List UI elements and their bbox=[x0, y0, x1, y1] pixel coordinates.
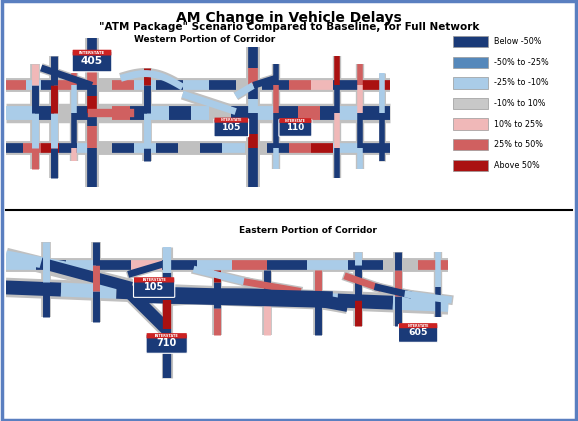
FancyBboxPatch shape bbox=[398, 324, 438, 342]
Text: 110: 110 bbox=[286, 123, 305, 132]
FancyBboxPatch shape bbox=[214, 117, 248, 123]
FancyBboxPatch shape bbox=[279, 119, 312, 136]
Text: Eastern Portion of Corridor: Eastern Portion of Corridor bbox=[239, 226, 376, 235]
Bar bbox=[453, 160, 488, 171]
Bar bbox=[453, 139, 488, 150]
Bar bbox=[453, 118, 488, 130]
Text: -10% to 10%: -10% to 10% bbox=[494, 99, 546, 108]
FancyBboxPatch shape bbox=[279, 118, 312, 123]
Text: INTERSTATE: INTERSTATE bbox=[407, 324, 429, 328]
FancyBboxPatch shape bbox=[134, 279, 175, 297]
Text: Above 50%: Above 50% bbox=[494, 161, 540, 170]
Text: -50% to -25%: -50% to -25% bbox=[494, 58, 549, 67]
Text: 105: 105 bbox=[144, 282, 164, 293]
FancyBboxPatch shape bbox=[146, 334, 187, 353]
FancyBboxPatch shape bbox=[214, 119, 249, 137]
Text: 710: 710 bbox=[157, 338, 177, 348]
Text: 25% to 50%: 25% to 50% bbox=[494, 140, 543, 149]
Text: INTERSTATE: INTERSTATE bbox=[142, 278, 166, 282]
Text: INTERSTATE: INTERSTATE bbox=[285, 119, 306, 123]
FancyBboxPatch shape bbox=[399, 323, 438, 328]
Bar bbox=[453, 36, 488, 48]
Bar bbox=[453, 98, 488, 109]
FancyBboxPatch shape bbox=[72, 51, 112, 72]
Text: AM Change in Vehicle Delays: AM Change in Vehicle Delays bbox=[176, 11, 402, 24]
Text: INTERSTATE: INTERSTATE bbox=[79, 51, 105, 55]
Text: Below -50%: Below -50% bbox=[494, 37, 542, 46]
Text: INTERSTATE: INTERSTATE bbox=[221, 118, 242, 123]
Text: 10% to 25%: 10% to 25% bbox=[494, 120, 543, 129]
Text: Western Portion of Corridor: Western Portion of Corridor bbox=[134, 35, 275, 44]
Text: "ATM Package" Scenario Compared to Baseline, for Full Network: "ATM Package" Scenario Compared to Basel… bbox=[99, 22, 479, 32]
Text: -25% to -10%: -25% to -10% bbox=[494, 78, 549, 88]
FancyBboxPatch shape bbox=[73, 50, 112, 56]
Text: 105: 105 bbox=[221, 123, 241, 132]
FancyBboxPatch shape bbox=[147, 333, 187, 338]
Text: 405: 405 bbox=[81, 56, 103, 66]
Bar bbox=[453, 77, 488, 88]
Text: 605: 605 bbox=[409, 328, 428, 337]
Bar bbox=[453, 57, 488, 68]
FancyBboxPatch shape bbox=[134, 277, 174, 282]
Text: INTERSTATE: INTERSTATE bbox=[155, 334, 179, 338]
